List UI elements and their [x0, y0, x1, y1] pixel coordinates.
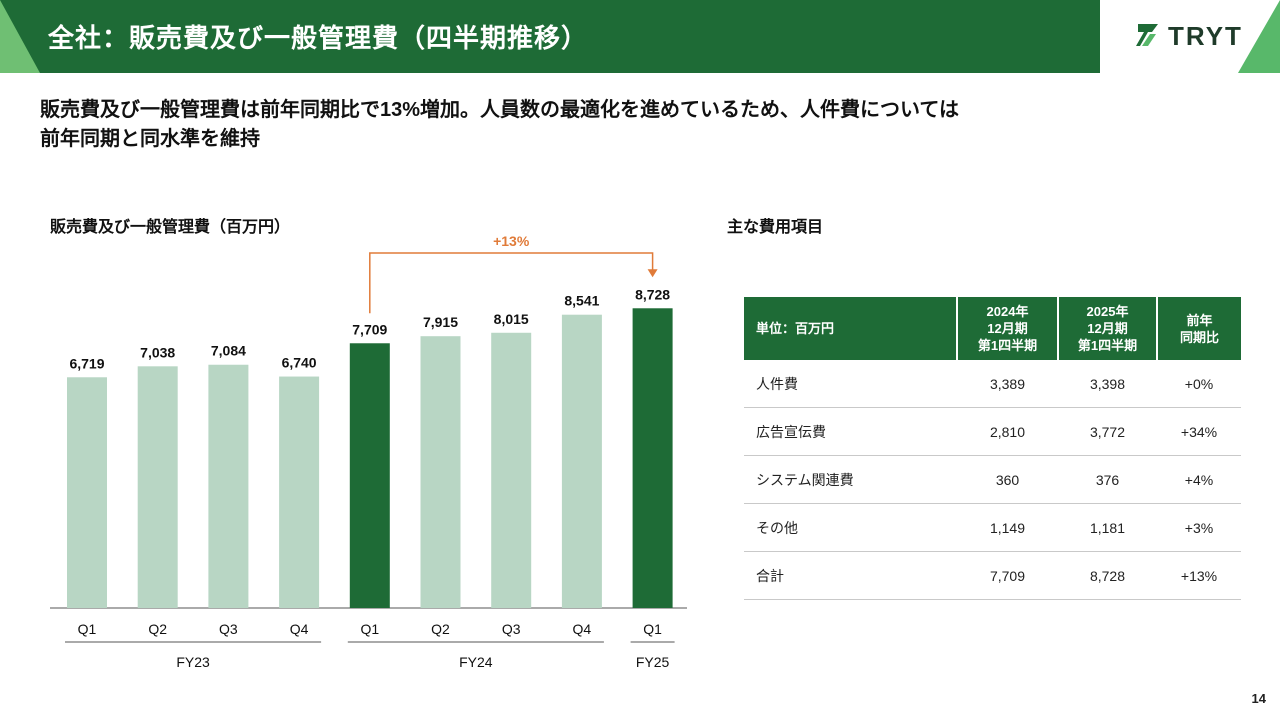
cell-yoy: +0% [1157, 360, 1241, 408]
row-label: システム関連費 [744, 455, 957, 504]
bar-value-label-8: 8,541 [564, 293, 599, 309]
headline: 販売費及び一般管理費は前年同期比で13%増加。人員数の最適化を進めているため、人… [40, 96, 1240, 154]
bar-4 [279, 376, 320, 608]
cell-2025: 3,398 [1058, 360, 1157, 408]
row-label: 人件費 [744, 360, 957, 408]
bar-value-label-4: 6,740 [282, 355, 317, 371]
table-header-2024q1: 2024年 12月期 第1四半期 [956, 297, 1058, 360]
headline-line-1: 販売費及び一般管理費は前年同期比で13%増加。人員数の最適化を進めているため、人… [40, 99, 960, 121]
headline-line-2: 前年同期と同水準を維持 [40, 128, 260, 150]
bar-2 [137, 366, 178, 608]
tryt-logo-icon [1136, 24, 1158, 46]
logo-stripe [1238, 0, 1280, 73]
cell-2025: 376 [1058, 455, 1157, 504]
bar-value-label-9: 8,728 [635, 286, 670, 302]
row-label: その他 [744, 503, 957, 552]
page-number: 14 [1251, 691, 1266, 706]
table-row: その他 1,149 1,181 +3% [744, 503, 1241, 552]
bar-value-label-3: 7,084 [211, 343, 246, 359]
cell-yoy: +3% [1157, 503, 1241, 552]
page-title: 全社：販売費及び一般管理費（四半期推移） [48, 23, 589, 53]
cell-2024: 2,810 [957, 407, 1058, 456]
cell-2024: 360 [957, 455, 1058, 504]
table-header-2025q1: 2025年 12月期 第1四半期 [1057, 297, 1157, 360]
expense-table: 単位：百万円 2024年 12月期 第1四半期 2025年 12月期 第1四半期… [744, 297, 1241, 600]
group-label-1: FY23 [176, 654, 210, 670]
bar-5 [349, 343, 390, 608]
bar-value-label-7: 8,015 [494, 311, 529, 327]
bar-7 [491, 332, 532, 608]
logo-text: TRYT [1168, 21, 1243, 51]
x-tick-label-1: Q1 [78, 621, 97, 637]
bar-9 [632, 308, 673, 608]
table-header-yoy: 前年 同期比 [1156, 297, 1241, 360]
cell-2025: 8,728 [1058, 551, 1157, 600]
table-row-total: 合計 7,709 8,728 +13% [744, 551, 1241, 600]
bar-value-label-2: 7,038 [140, 344, 175, 360]
table-section-title: 主な費用項目 [727, 219, 824, 236]
table-row: 人件費 3,389 3,398 +0% [744, 360, 1241, 408]
header-stripe [0, 0, 40, 73]
bar-1 [67, 377, 107, 608]
row-label: 合計 [744, 551, 957, 600]
cell-yoy: +4% [1157, 455, 1241, 504]
sga-bar-chart: 6,719 Q1 7,038 Q2 7,084 Q3 6,740 Q4 7,709 Q1 7,915… [50, 233, 687, 670]
table-header-row: 単位：百万円 2024年 12月期 第1四半期 2025年 12月期 第1四半期… [744, 297, 1241, 360]
cell-yoy: +13% [1157, 551, 1241, 600]
x-tick-label-8: Q4 [573, 621, 592, 637]
x-tick-label-6: Q2 [431, 621, 450, 637]
x-tick-label-4: Q4 [290, 621, 309, 637]
table-row: システム関連費 360 376 +4% [744, 455, 1241, 504]
bar-8 [561, 314, 602, 608]
x-tick-label-3: Q3 [219, 621, 238, 637]
cell-2024: 3,389 [957, 360, 1058, 408]
header-bar: 全社：販売費及び一般管理費（四半期推移） [0, 0, 1100, 73]
bar-3 [208, 364, 249, 608]
cell-2025: 1,181 [1058, 503, 1157, 552]
x-tick-label-9: Q1 [643, 621, 662, 637]
table-header-unit: 単位：百万円 [744, 297, 957, 360]
x-tick-label-7: Q3 [502, 621, 521, 637]
cell-2024: 1,149 [957, 503, 1058, 552]
group-label-3: FY25 [636, 654, 670, 670]
row-label: 広告宣伝費 [744, 407, 957, 456]
group-label-2: FY24 [459, 654, 493, 670]
bar-value-label-1: 6,719 [69, 355, 104, 371]
chart-section-title: 販売費及び一般管理費（百万円） [50, 219, 291, 236]
cell-2025: 3,772 [1058, 407, 1157, 456]
table-row: 広告宣伝費 2,810 3,772 +34% [744, 407, 1241, 456]
yoy-arrowhead [647, 269, 658, 278]
cell-yoy: +34% [1157, 407, 1241, 456]
bar-6 [420, 336, 461, 608]
cell-2024: 7,709 [957, 551, 1058, 600]
bar-value-label-5: 7,709 [352, 321, 387, 337]
yoy-annotation-label: +13% [493, 233, 530, 249]
x-tick-label-2: Q2 [148, 621, 167, 637]
x-tick-label-5: Q1 [360, 621, 379, 637]
yoy-bracket [369, 252, 654, 314]
logo: TRYT [1100, 0, 1280, 73]
bar-value-label-6: 7,915 [423, 314, 458, 330]
